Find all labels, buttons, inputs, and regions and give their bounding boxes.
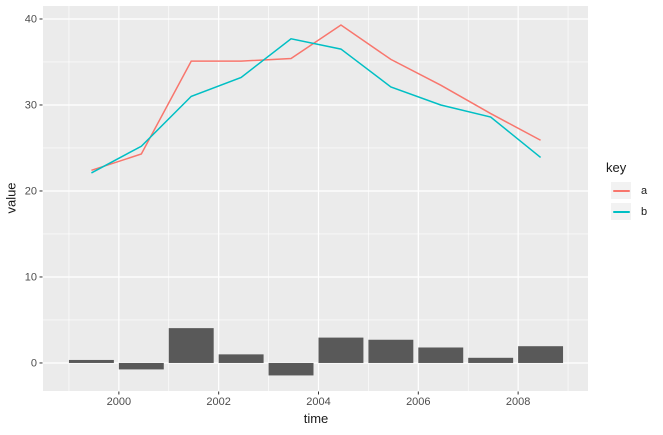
legend-entry-label: b xyxy=(641,205,648,218)
y-tick-label: 0 xyxy=(31,357,37,369)
y-axis-title: value xyxy=(3,182,19,214)
legend-entry-label: a xyxy=(641,184,648,197)
legend-line-icon xyxy=(612,189,630,192)
line-series-b xyxy=(91,37,542,174)
legend-title: key xyxy=(606,160,627,175)
bar-bars xyxy=(68,359,114,363)
legend-key-swatch xyxy=(611,203,631,220)
x-tick-label: 2006 xyxy=(406,396,430,408)
legend-entry: a xyxy=(611,182,647,199)
legend-key-swatch xyxy=(611,182,631,199)
bar-bars xyxy=(118,362,164,370)
bar-bars xyxy=(518,346,564,363)
bar-bars xyxy=(318,337,364,363)
plot-panel xyxy=(43,6,588,391)
bar-bars xyxy=(418,347,464,363)
legend-entry: b xyxy=(611,203,647,220)
x-tick-label: 2000 xyxy=(107,396,131,408)
line-series-a xyxy=(91,24,541,172)
bar-bars xyxy=(168,328,214,363)
legend-line-icon xyxy=(612,210,630,213)
x-tick-label: 2004 xyxy=(306,396,330,408)
y-tick-label: 10 xyxy=(25,271,37,283)
bar-bars xyxy=(468,357,514,363)
x-tick-label: 2002 xyxy=(206,396,230,408)
y-tick-label: 40 xyxy=(25,13,37,25)
x-axis-title: time xyxy=(303,411,329,426)
x-tick-label: 2008 xyxy=(506,396,530,408)
y-tick-label: 20 xyxy=(25,185,37,197)
bar-bars xyxy=(368,339,414,363)
bar-bars xyxy=(268,362,314,376)
y-tick-label: 30 xyxy=(25,99,37,111)
bar-bars xyxy=(218,354,264,363)
